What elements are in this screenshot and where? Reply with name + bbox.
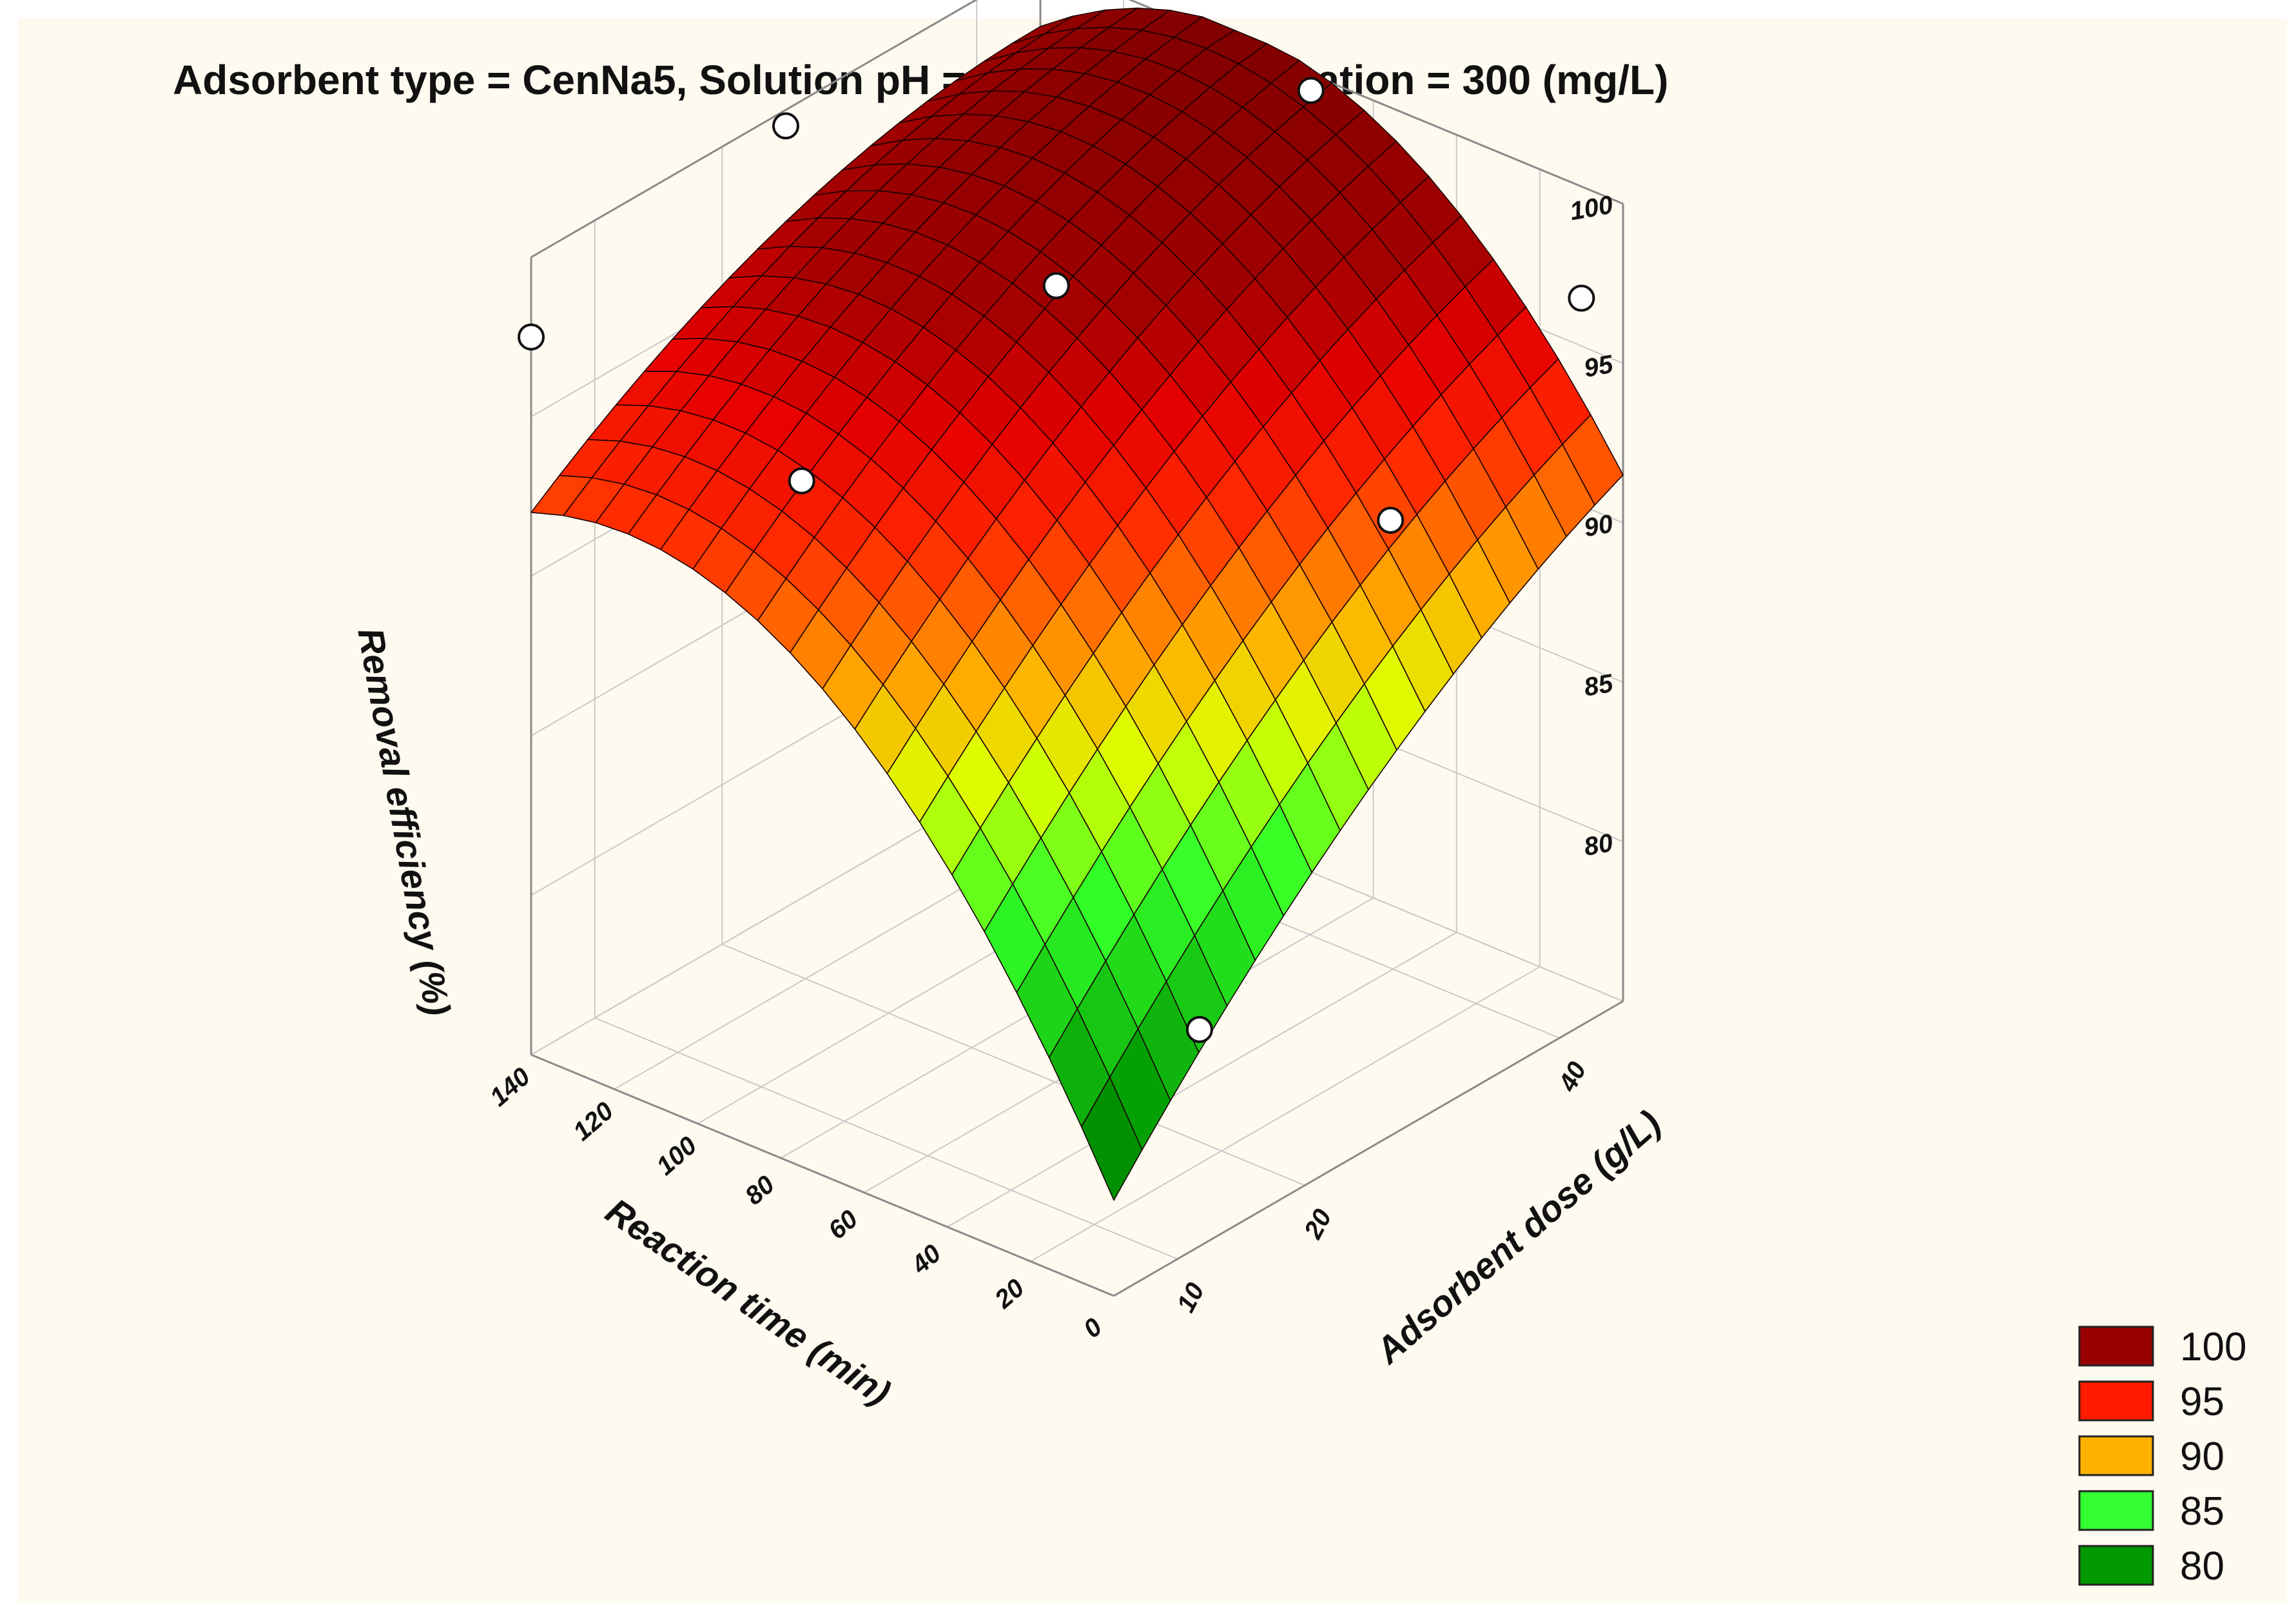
data-point — [1297, 77, 1325, 104]
z-tick-label: 90 — [1582, 509, 1615, 542]
legend-swatch — [2078, 1545, 2154, 1586]
experimental-points — [518, 77, 1595, 1043]
data-point — [788, 467, 815, 494]
z-tick-label: 95 — [1582, 350, 1615, 383]
z-tick-label: 85 — [1582, 669, 1615, 702]
legend-label: 85 — [2180, 1489, 2224, 1534]
response-surface — [530, 7, 1624, 1201]
data-point — [1185, 1015, 1213, 1043]
legend-label: 95 — [2180, 1380, 2224, 1424]
data-point — [518, 323, 545, 351]
legend-swatch — [2078, 1326, 2154, 1367]
z-tick-label: 80 — [1582, 828, 1615, 861]
legend: 100 95 90 85 80 — [2078, 1325, 2246, 1589]
legend-label: 100 — [2180, 1325, 2246, 1369]
data-point — [1568, 284, 1595, 312]
data-point — [1377, 507, 1405, 534]
surface-cell — [1081, 1077, 1143, 1201]
legend-swatch — [2078, 1490, 2154, 1531]
legend-swatch — [2078, 1380, 2154, 1422]
legend-swatch — [2078, 1435, 2154, 1476]
data-point — [1042, 272, 1070, 300]
chart-title: Adsorbent type = CenNa5, Solution pH = 5… — [173, 57, 1668, 103]
data-point — [772, 112, 799, 140]
legend-label: 80 — [2180, 1544, 2224, 1589]
legend-label: 90 — [2180, 1434, 2224, 1479]
